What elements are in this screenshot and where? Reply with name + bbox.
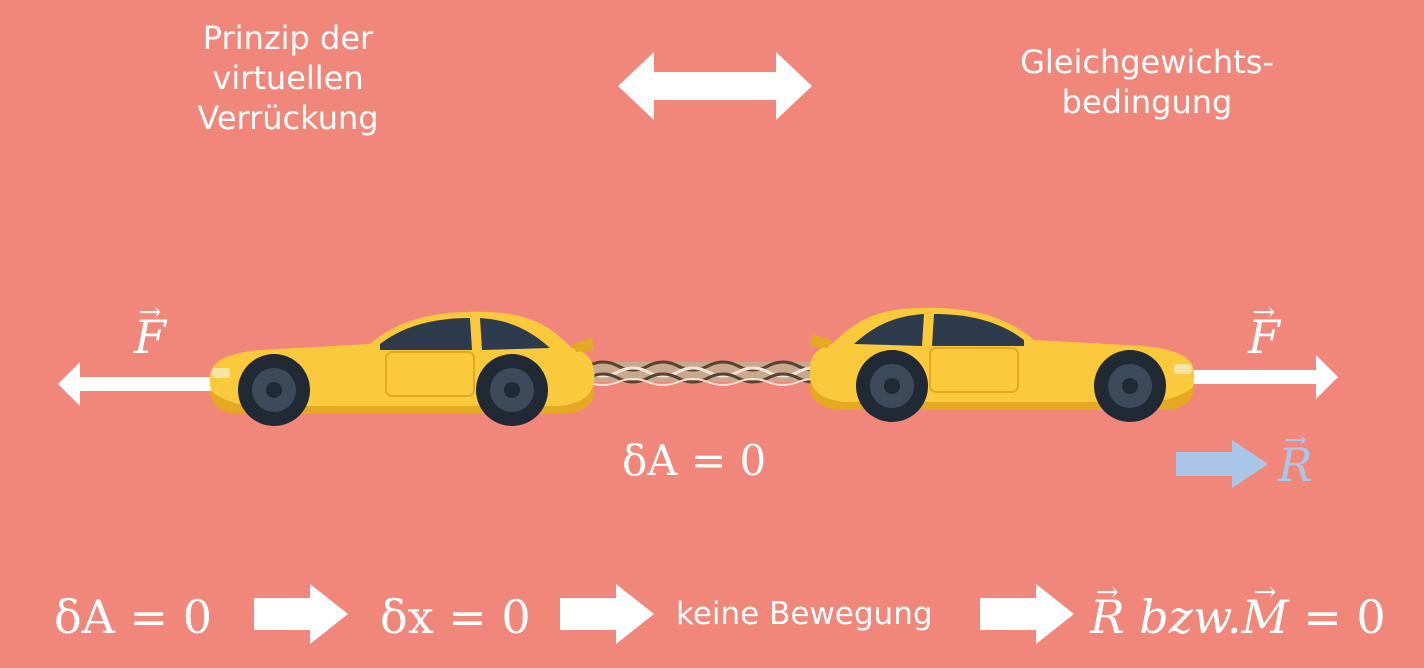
resultant-arrow	[1176, 440, 1268, 488]
force-right-symbol: F	[1248, 310, 1280, 364]
chain-step-4-m: M	[1241, 590, 1289, 644]
chain-step-1: δA = 0	[54, 590, 212, 644]
chain-arrow-3	[980, 584, 1074, 644]
force-right-arrow	[1180, 355, 1338, 399]
chain-step-4-mid: bzw.	[1139, 590, 1242, 644]
force-right-label: → F	[1248, 295, 1280, 364]
center-equation: δA = 0	[622, 436, 767, 485]
double-arrow-icon	[618, 52, 812, 120]
force-left-label: → F	[134, 295, 166, 364]
car-right	[809, 307, 1195, 422]
chain-step-4: → R bzw. → M = 0	[1090, 575, 1386, 644]
principle-label-line-2: virtuellen	[212, 59, 364, 97]
chain-step-3: keine Bewegung	[676, 596, 933, 632]
rope	[588, 360, 822, 386]
chain-step-4-r: R	[1090, 590, 1125, 644]
resultant-symbol: R	[1278, 438, 1313, 492]
resultant-label: → R	[1278, 423, 1313, 492]
principle-label-line-1: Prinzip der	[202, 19, 374, 57]
principle-label: Prinzip der virtuellen Verrückung	[168, 18, 408, 138]
chain-step-4-tail: = 0	[1303, 590, 1386, 644]
chain-arrow-2	[560, 584, 654, 644]
car-left	[209, 311, 595, 426]
chain-arrow-1	[254, 584, 348, 644]
equilibrium-label-line-1: Gleichgewichts-	[1020, 43, 1274, 81]
chain-step-2: δx = 0	[380, 590, 531, 644]
equilibrium-label-line-2: bedingung	[1061, 83, 1233, 121]
force-left-symbol: F	[134, 310, 166, 364]
equilibrium-label: Gleichgewichts- bedingung	[1000, 42, 1294, 122]
force-left-arrow	[58, 362, 218, 406]
principle-label-line-3: Verrückung	[197, 99, 379, 137]
